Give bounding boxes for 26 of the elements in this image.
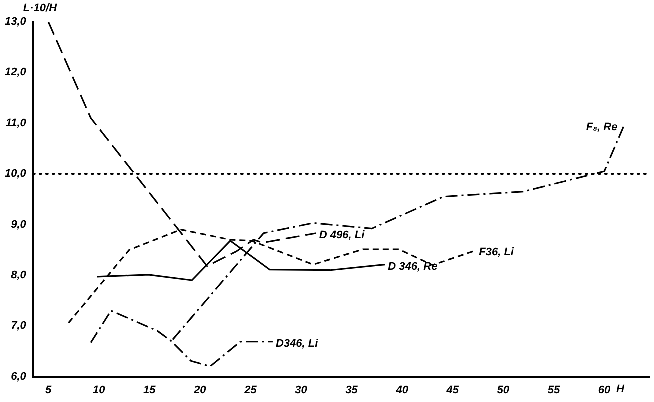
y-axis-title: L·10/H [23, 2, 58, 15]
y-tick-label: 7,0 [11, 320, 28, 332]
y-tick-label: 11,0 [6, 117, 28, 130]
x-tick-label: 55 [548, 384, 561, 396]
x-tick-label: 60 [598, 384, 612, 396]
series-label: D 496, Li [319, 229, 366, 242]
x-tick-label: 40 [395, 384, 410, 396]
y-tick-label: 12,0 [4, 66, 28, 79]
series-label: F36, Li [479, 246, 515, 259]
x-tick-label: 35 [346, 384, 359, 396]
x-tick-label: 45 [446, 384, 460, 396]
y-tick-label: 9,0 [11, 218, 28, 231]
x-tick-label: 30 [295, 384, 308, 396]
y-tick-label: 10,0 [4, 168, 28, 180]
x-tick-label: 50 [497, 384, 510, 396]
y-tick-label: 6,0 [11, 370, 28, 383]
x-tick-label: 5 [46, 384, 53, 396]
x-tick-label: 20 [193, 384, 208, 396]
x-axis-title: H [616, 383, 626, 396]
x-tick-label: 25 [244, 384, 258, 396]
x-tick-label: 15 [144, 384, 157, 396]
series-label: D346, Li [276, 338, 320, 350]
x-tick-label: 10 [92, 384, 106, 396]
y-tick-label: 13,0 [4, 16, 28, 28]
y-tick-label: 8,0 [11, 269, 28, 282]
series-label: F₈, Re [586, 121, 618, 134]
